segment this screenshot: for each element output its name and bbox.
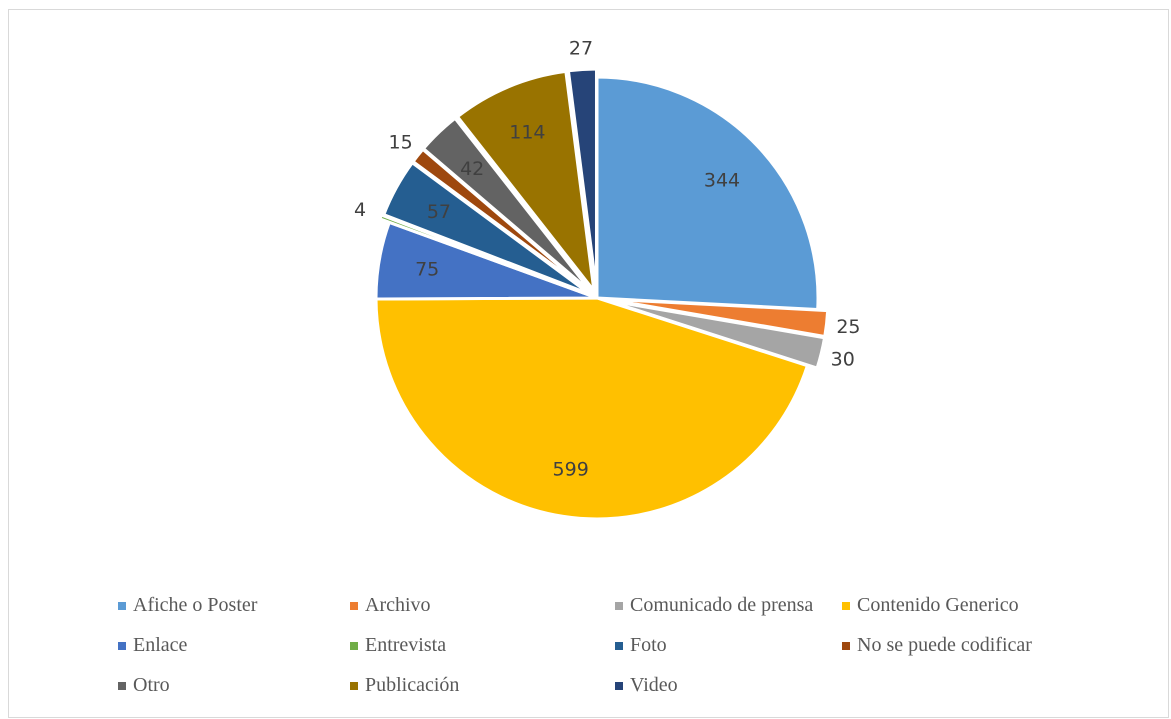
legend-item-contenido-generico: Contenido Generico	[842, 594, 1019, 617]
data-label-foto: 57	[427, 201, 451, 223]
data-label-comunicado-de-prensa: 30	[831, 348, 855, 370]
pie-slice-contenido-generico	[374, 296, 810, 521]
pie-slice-afiche-o-poster	[595, 75, 820, 312]
legend-item-archivo: Archivo	[350, 594, 431, 617]
legend-label: Otro	[133, 674, 170, 696]
legend-item-no-se-puede-codificar: No se puede codificar	[842, 634, 1032, 657]
data-label-contenido-generico: 599	[553, 458, 589, 480]
data-label-otro: 42	[460, 158, 484, 180]
legend-swatch	[842, 641, 850, 650]
data-label-enlace: 75	[415, 258, 439, 280]
legend-label: Archivo	[365, 594, 431, 616]
legend-item-afiche-o-poster: Afiche o Poster	[118, 594, 257, 617]
legend-label: Comunicado de prensa	[630, 594, 814, 616]
legend-label: Foto	[630, 634, 667, 656]
pie-slice-video	[566, 67, 598, 291]
data-label-afiche-o-poster: 344	[704, 169, 740, 191]
data-label-video: 27	[569, 38, 593, 60]
legend-item-enlace: Enlace	[118, 634, 187, 657]
legend-item-entrevista: Entrevista	[350, 634, 446, 657]
data-label-no-se-puede-codificar: 15	[389, 132, 413, 154]
legend-item-otro: Otro	[118, 674, 170, 697]
legend-swatch	[118, 601, 126, 610]
legend-swatch	[615, 641, 623, 650]
legend-label: Contenido Generico	[857, 594, 1019, 616]
data-label-publicaci-n: 114	[509, 122, 545, 144]
legend-swatch	[350, 681, 358, 690]
legend-swatch	[615, 601, 623, 610]
pie-slice-publicaci-n	[455, 69, 597, 296]
legend-swatch	[350, 641, 358, 650]
legend-item-video: Video	[615, 674, 678, 697]
legend-swatch	[350, 601, 358, 610]
legend-label: Video	[630, 674, 678, 696]
legend-label: Entrevista	[365, 634, 447, 656]
legend-item-foto: Foto	[615, 634, 667, 657]
data-label-archivo: 25	[836, 316, 860, 338]
data-label-entrevista: 4	[354, 199, 366, 221]
legend-label: Afiche o Poster	[133, 594, 258, 616]
legend-label: Enlace	[133, 634, 188, 656]
legend-swatch	[118, 681, 126, 690]
legend-swatch	[118, 641, 126, 650]
legend-swatch	[842, 601, 850, 610]
legend-swatch	[615, 681, 623, 690]
legend-item-publicaci-n: Publicación	[350, 674, 459, 697]
legend-label: No se puede codificar	[857, 634, 1032, 656]
pie-slice-otro	[421, 116, 593, 294]
legend-label: Publicación	[365, 674, 460, 696]
legend-item-comunicado-de-prensa: Comunicado de prensa	[615, 594, 813, 617]
